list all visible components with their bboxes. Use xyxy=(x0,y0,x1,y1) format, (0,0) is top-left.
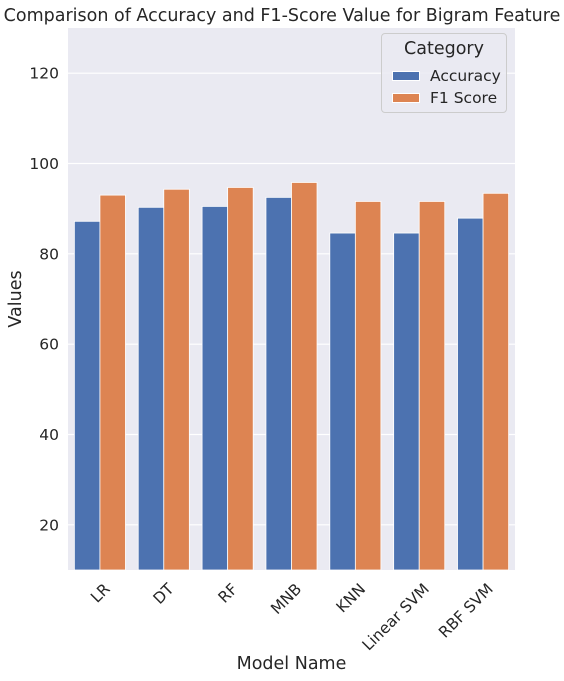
x-tick-rbf-svm: RBF SVM xyxy=(435,580,497,642)
bar-accuracy-knn xyxy=(329,232,356,571)
y-tick-labels: 20 40 60 80 100 120 xyxy=(29,65,59,535)
x-tick-linear-svm: Linear SVM xyxy=(359,580,433,654)
bar-f1-score-dt xyxy=(163,188,190,571)
bar-f1-score-linear-svm xyxy=(418,201,446,571)
x-axis-label: Model Name xyxy=(237,654,347,674)
legend-swatch-accuracy xyxy=(392,71,420,81)
y-tick-120: 120 xyxy=(29,65,59,83)
legend: Category Accuracy F1 Score xyxy=(381,33,507,113)
legend-label-accuracy: Accuracy xyxy=(430,67,501,85)
x-tick-dt: DT xyxy=(150,580,178,608)
bar-f1-score-knn xyxy=(354,201,382,571)
bar-f1-score-rf xyxy=(227,187,254,571)
bar-accuracy-dt xyxy=(137,206,165,571)
bar-accuracy-rf xyxy=(201,206,229,571)
legend-item-accuracy: Accuracy xyxy=(392,66,501,86)
y-tick-20: 20 xyxy=(39,516,59,534)
bar-f1-score-mnb xyxy=(291,182,318,571)
bar-accuracy-rbf-svm xyxy=(457,217,484,571)
bar-accuracy-lr xyxy=(73,220,101,571)
bar-accuracy-linear-svm xyxy=(393,232,420,571)
legend-item-f1-score: F1 Score xyxy=(392,88,497,108)
chart-title: Comparison of Accuracy and F1-Score Valu… xyxy=(3,6,561,26)
y-tick-40: 40 xyxy=(39,426,59,444)
x-tick-mnb: MNB xyxy=(267,580,305,618)
y-axis-label: Values xyxy=(6,270,26,327)
y-tick-100: 100 xyxy=(29,155,59,173)
x-tick-lr: LR xyxy=(87,580,114,607)
legend-label-f1-score: F1 Score xyxy=(430,89,498,107)
bar-f1-score-rbf-svm xyxy=(482,192,510,571)
bar-accuracy-mnb xyxy=(265,196,292,571)
legend-swatch-f1-score xyxy=(392,93,420,103)
legend-title: Category xyxy=(404,39,484,59)
bar-f1-score-lr xyxy=(99,194,126,571)
x-tick-rf: RF xyxy=(215,580,242,607)
y-tick-60: 60 xyxy=(39,336,59,354)
y-tick-80: 80 xyxy=(39,245,59,263)
x-tick-knn: KNN xyxy=(333,580,369,616)
bars xyxy=(73,182,510,571)
